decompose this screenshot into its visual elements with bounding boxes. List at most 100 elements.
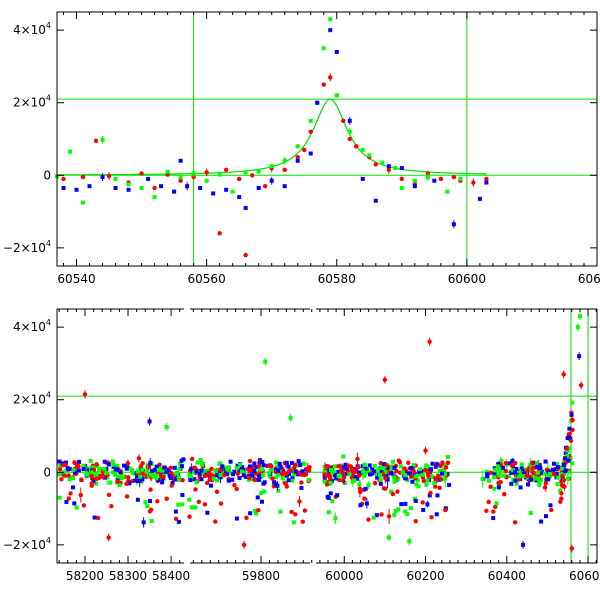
data-point bbox=[145, 469, 150, 474]
data-point bbox=[147, 499, 152, 504]
data-point bbox=[494, 501, 499, 506]
data-point bbox=[530, 461, 535, 466]
data-point bbox=[256, 463, 262, 469]
data-point bbox=[521, 474, 526, 479]
data-point bbox=[257, 458, 262, 463]
data-point bbox=[275, 483, 280, 488]
data-point bbox=[381, 486, 387, 491]
y-tick-label: 4×104 bbox=[13, 21, 51, 37]
data-point bbox=[383, 476, 388, 481]
data-point bbox=[57, 472, 62, 477]
data-point bbox=[278, 464, 283, 469]
data-point bbox=[347, 472, 352, 477]
data-point bbox=[411, 469, 417, 474]
data-point bbox=[297, 499, 302, 504]
data-point bbox=[563, 469, 568, 474]
data-point bbox=[484, 176, 489, 182]
data-point bbox=[211, 476, 216, 481]
data-point bbox=[383, 469, 388, 474]
data-point bbox=[564, 446, 570, 451]
data-point bbox=[230, 189, 235, 194]
data-point bbox=[57, 495, 62, 500]
data-point bbox=[189, 475, 194, 480]
data-point bbox=[178, 461, 183, 466]
data-point bbox=[226, 465, 231, 470]
data-point bbox=[357, 470, 362, 475]
data-point bbox=[517, 474, 522, 479]
data-point bbox=[189, 456, 195, 462]
data-point bbox=[73, 470, 78, 475]
data-point bbox=[403, 501, 408, 506]
data-point bbox=[492, 486, 497, 491]
data-point bbox=[154, 464, 159, 469]
data-point bbox=[146, 176, 151, 181]
x-tick-label: 58200 bbox=[66, 569, 104, 583]
data-point bbox=[328, 476, 333, 481]
data-point bbox=[187, 471, 192, 476]
data-point bbox=[512, 520, 518, 525]
data-point bbox=[290, 478, 295, 483]
data-point bbox=[577, 354, 582, 359]
data-point bbox=[293, 462, 298, 467]
data-point bbox=[180, 492, 185, 497]
data-point bbox=[345, 466, 350, 471]
data-point bbox=[378, 472, 383, 477]
data-point bbox=[496, 480, 501, 486]
data-point bbox=[405, 471, 410, 476]
data-point bbox=[256, 169, 261, 174]
data-point bbox=[76, 468, 81, 473]
data-point bbox=[364, 501, 369, 506]
data-point bbox=[58, 463, 63, 468]
data-point bbox=[288, 468, 293, 473]
data-point bbox=[563, 451, 568, 456]
data-point bbox=[252, 468, 257, 473]
data-point bbox=[447, 482, 452, 487]
model-curve bbox=[57, 98, 487, 176]
data-point bbox=[435, 473, 441, 478]
data-point bbox=[367, 470, 372, 475]
y-tick-label: 0 bbox=[43, 168, 51, 182]
data-point bbox=[569, 412, 574, 417]
data-point bbox=[281, 468, 286, 473]
data-point bbox=[85, 468, 90, 473]
data-point bbox=[548, 471, 553, 476]
data-point bbox=[268, 474, 273, 479]
data-point bbox=[65, 467, 70, 472]
data-point bbox=[445, 455, 450, 460]
data-point bbox=[234, 486, 239, 492]
data-point bbox=[441, 467, 446, 472]
data-point bbox=[400, 470, 405, 475]
data-point bbox=[403, 509, 408, 514]
top-panel: 60540 60560 60580 60600 60620 −2×104 0 2×104 4×1… bbox=[3, 11, 600, 286]
data-point bbox=[384, 463, 390, 468]
data-point bbox=[81, 503, 87, 508]
data-point bbox=[226, 469, 231, 474]
data-point bbox=[63, 460, 68, 465]
data-point bbox=[575, 325, 580, 330]
data-point bbox=[178, 158, 183, 163]
data-point bbox=[393, 166, 398, 171]
data-point bbox=[118, 469, 123, 474]
data-point bbox=[568, 438, 574, 443]
data-point bbox=[443, 465, 449, 470]
data-point bbox=[510, 468, 515, 473]
data-point bbox=[559, 466, 564, 471]
data-point bbox=[355, 465, 361, 470]
data-point bbox=[95, 515, 101, 521]
data-point bbox=[173, 509, 178, 514]
data-point bbox=[149, 519, 154, 524]
x-tick-label: 60200 bbox=[406, 569, 444, 583]
data-point bbox=[127, 466, 132, 471]
data-point bbox=[341, 465, 346, 470]
data-point bbox=[326, 510, 331, 515]
data-point bbox=[392, 465, 397, 470]
data-point bbox=[293, 469, 298, 474]
data-point bbox=[274, 475, 279, 480]
y-tick-label: 2×104 bbox=[13, 391, 51, 407]
data-point bbox=[81, 200, 86, 205]
data-point bbox=[77, 459, 82, 464]
data-point bbox=[239, 469, 244, 474]
data-point bbox=[480, 477, 485, 482]
data-point bbox=[100, 472, 105, 478]
